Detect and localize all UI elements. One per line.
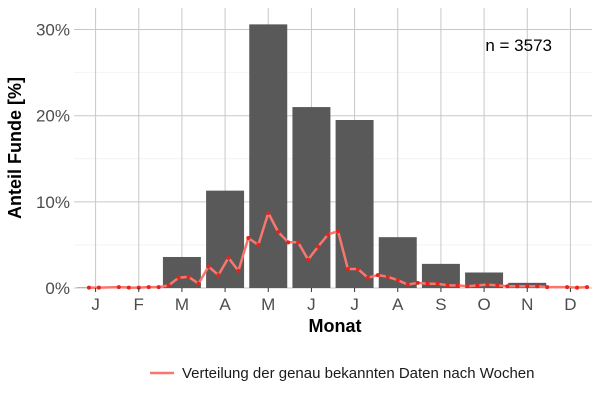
x-tick-label: S xyxy=(435,295,446,314)
week-point xyxy=(206,264,211,269)
bars xyxy=(76,24,590,288)
week-point xyxy=(465,284,470,289)
x-tick-label: N xyxy=(521,295,533,314)
week-point xyxy=(435,281,440,286)
x-tick-label: D xyxy=(564,295,576,314)
week-point xyxy=(196,281,201,286)
week-point xyxy=(505,284,510,289)
week-point xyxy=(565,285,570,290)
week-point xyxy=(355,267,360,272)
week-point xyxy=(116,285,121,290)
week-point xyxy=(236,268,241,273)
week-point xyxy=(455,283,460,288)
week-point xyxy=(216,273,221,278)
x-tick-label: J xyxy=(350,295,359,314)
week-point xyxy=(385,274,390,279)
x-tick-label: J xyxy=(307,295,316,314)
week-point xyxy=(365,275,370,280)
week-point xyxy=(395,278,400,283)
week-line xyxy=(86,211,590,290)
legend-label: Verteilung der genau bekannten Daten nac… xyxy=(182,365,535,382)
week-point xyxy=(286,240,291,245)
bar-3 xyxy=(162,256,201,288)
y-tick-label: 0% xyxy=(45,279,70,298)
week-point xyxy=(176,275,181,280)
week-point xyxy=(306,257,311,262)
week-point xyxy=(316,244,321,249)
week-point xyxy=(276,230,281,234)
x-axis-title: Monat xyxy=(309,316,362,336)
y-axis-title: Anteil Funde [%] xyxy=(5,77,25,219)
week-point xyxy=(166,283,171,288)
week-point xyxy=(415,280,420,285)
x-tick-label: J xyxy=(91,295,100,314)
x-tick-label: A xyxy=(219,295,231,314)
week-point xyxy=(136,285,141,290)
x-tick-label: M xyxy=(261,295,275,314)
week-point xyxy=(226,255,231,260)
x-tick-label: F xyxy=(134,295,144,314)
y-tick-label: 20% xyxy=(36,107,70,126)
bar-7 xyxy=(335,120,374,288)
bar-5 xyxy=(249,24,288,288)
week-point xyxy=(126,285,131,290)
week-point xyxy=(495,283,500,288)
week-point xyxy=(345,267,350,272)
week-point xyxy=(186,274,191,279)
week-point xyxy=(375,273,380,278)
x-tick-label: A xyxy=(392,295,404,314)
week-point xyxy=(525,284,530,289)
week-point xyxy=(296,240,301,245)
week-point xyxy=(326,232,331,237)
week-point xyxy=(256,242,261,247)
week-point xyxy=(266,211,271,216)
sample-size-annotation: n = 3573 xyxy=(485,36,552,55)
week-point xyxy=(96,285,101,290)
legend: Verteilung der genau bekannten Daten nac… xyxy=(150,365,535,382)
x-tick-label: M xyxy=(175,295,189,314)
week-point xyxy=(545,285,550,290)
x-tick-label: O xyxy=(477,295,490,314)
bar-4 xyxy=(206,190,245,288)
week-point xyxy=(445,283,450,288)
week-point xyxy=(405,282,410,287)
y-tick-labels: 0% 10% 20% 30% xyxy=(36,21,70,298)
week-point xyxy=(535,284,540,289)
week-point xyxy=(86,285,91,290)
week-point xyxy=(485,282,490,287)
y-tick-label: 10% xyxy=(36,193,70,212)
week-point xyxy=(246,236,251,241)
week-point xyxy=(575,285,580,290)
week-point xyxy=(146,285,151,290)
bar-6 xyxy=(292,107,331,288)
week-point xyxy=(335,229,340,234)
week-point xyxy=(515,284,520,289)
week-point xyxy=(156,285,161,290)
week-point xyxy=(425,281,430,286)
week-point xyxy=(585,285,590,290)
week-point xyxy=(475,283,480,288)
y-tick-label: 30% xyxy=(36,21,70,40)
